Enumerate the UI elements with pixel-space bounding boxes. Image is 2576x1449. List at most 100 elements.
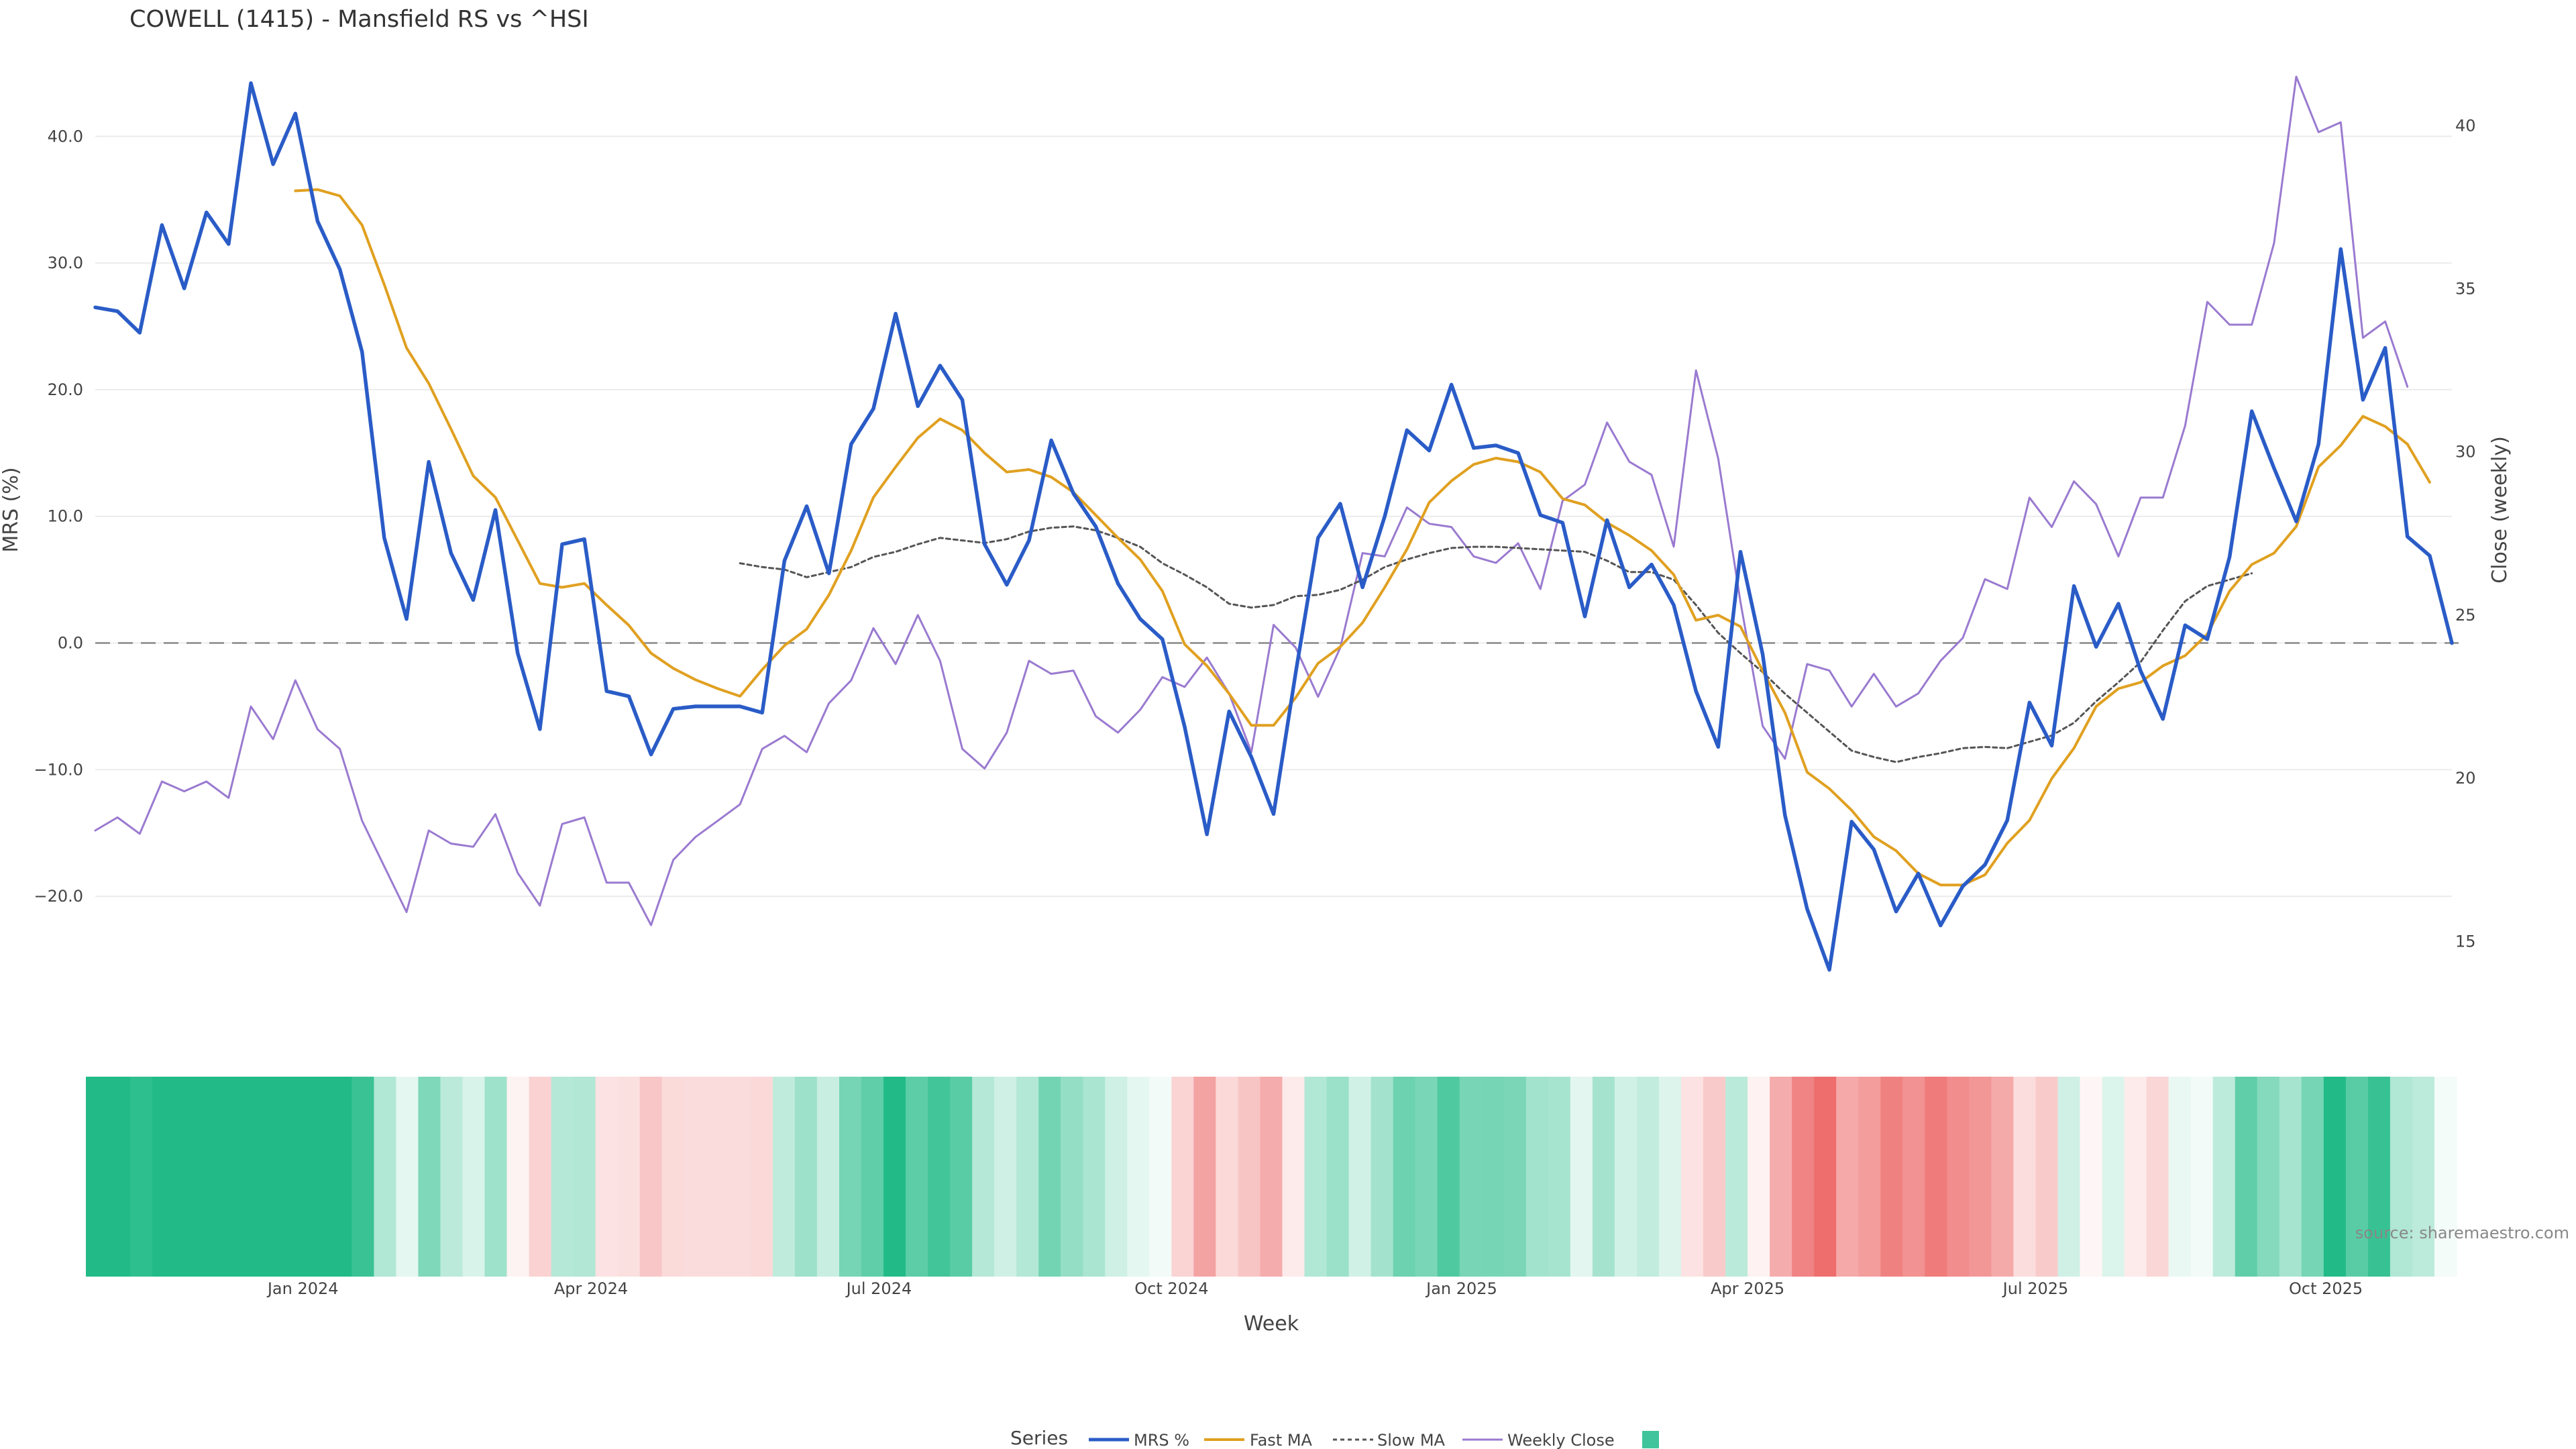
heat-strip-cell bbox=[1083, 1077, 1106, 1277]
heat-strip-cell bbox=[1038, 1077, 1061, 1277]
heat-strip-cell bbox=[1348, 1077, 1372, 1277]
heat-strip-cell bbox=[219, 1077, 241, 1277]
heat-strip-cell bbox=[883, 1077, 906, 1277]
heat-strip-cell bbox=[816, 1077, 840, 1277]
heat-strip-cell bbox=[617, 1077, 641, 1277]
heat-strip-cell bbox=[1637, 1077, 1660, 1277]
heat-strip-cell bbox=[1814, 1077, 1837, 1277]
mrs-heat-strip bbox=[86, 1077, 2457, 1277]
heat-strip-cell bbox=[506, 1077, 530, 1277]
heat-strip-cell bbox=[750, 1077, 773, 1277]
x-tick-label: Jan 2024 bbox=[266, 1279, 339, 1298]
right-tick-label: 30 bbox=[2455, 443, 2476, 462]
legend: Series MRS % Fast MA Slow MA Weekly Clos… bbox=[1010, 1427, 1659, 1449]
left-tick-label: 10.0 bbox=[48, 507, 83, 526]
y2-axis-title: Close (weekly) bbox=[2488, 436, 2512, 584]
chart-title: COWELL (1415) - Mansfield RS vs ^HSI bbox=[129, 6, 589, 33]
right-axis-ticks: 40 35 30 25 20 15 bbox=[2455, 116, 2476, 951]
heat-strip-cell bbox=[1393, 1077, 1416, 1277]
heat-strip-cell bbox=[2367, 1077, 2391, 1277]
heat-strip-cell bbox=[1503, 1077, 1527, 1277]
heat-strip-cell bbox=[108, 1077, 131, 1277]
heat-strip-cell bbox=[462, 1077, 486, 1277]
heat-strip-cell bbox=[1061, 1077, 1083, 1277]
x-axis-title: Week bbox=[1244, 1312, 1299, 1336]
heat-strip-cell bbox=[440, 1077, 464, 1277]
series-line-weekly-close bbox=[94, 75, 2409, 926]
heat-strip-cell bbox=[2124, 1077, 2147, 1277]
heat-strip-cell bbox=[1105, 1077, 1128, 1277]
heat-strip-cell bbox=[1016, 1077, 1039, 1277]
heat-strip-cell bbox=[950, 1077, 973, 1277]
heat-strip-cell bbox=[418, 1077, 441, 1277]
heat-strip-cell bbox=[1836, 1077, 1859, 1277]
series-lines bbox=[93, 75, 2454, 972]
heat-strip-cell bbox=[1216, 1077, 1239, 1277]
heat-strip-cell bbox=[1925, 1077, 1948, 1277]
heat-strip-cell bbox=[1969, 1077, 1992, 1277]
left-tick-label: −20.0 bbox=[34, 887, 83, 906]
heat-strip-cell bbox=[1525, 1077, 1549, 1277]
heat-strip-cell bbox=[2301, 1077, 2324, 1277]
source-label: source: sharemaestro.com bbox=[2355, 1224, 2569, 1242]
heat-strip-cell bbox=[1548, 1077, 1571, 1277]
heat-strip-cell bbox=[839, 1077, 862, 1277]
x-tick-label: Apr 2025 bbox=[1711, 1279, 1784, 1298]
heat-strip-cell bbox=[1326, 1077, 1350, 1277]
heat-strip-cell bbox=[1260, 1077, 1283, 1277]
heat-strip-cell bbox=[1193, 1077, 1217, 1277]
heat-strip-cell bbox=[484, 1077, 508, 1277]
heat-strip-cell bbox=[2146, 1077, 2169, 1277]
heat-strip-cell bbox=[1282, 1077, 1305, 1277]
heat-strip-cell bbox=[174, 1077, 197, 1277]
heat-strip-cell bbox=[728, 1077, 751, 1277]
heat-strip-cell bbox=[2390, 1077, 2413, 1277]
left-tick-label: 0.0 bbox=[58, 634, 83, 653]
x-tick-label: Apr 2024 bbox=[554, 1279, 628, 1298]
heat-strip-cell bbox=[1570, 1077, 1593, 1277]
heat-strip-cell bbox=[1770, 1077, 1792, 1277]
heat-strip-cell bbox=[1703, 1077, 1726, 1277]
heat-strip-cell bbox=[241, 1077, 264, 1277]
heat-strip-cell bbox=[2035, 1077, 2059, 1277]
heat-strip-cell bbox=[307, 1077, 331, 1277]
heat-strip-cell bbox=[661, 1077, 685, 1277]
heat-strip-cell bbox=[1437, 1077, 1460, 1277]
heat-strip-cell bbox=[1614, 1077, 1638, 1277]
heat-strip-cell bbox=[152, 1077, 175, 1277]
right-tick-label: 35 bbox=[2455, 280, 2476, 299]
heat-strip-cell bbox=[1880, 1077, 1904, 1277]
y-axis-title: MRS (%) bbox=[0, 467, 23, 552]
heat-strip-cell bbox=[130, 1077, 153, 1277]
heat-strip-cell bbox=[2102, 1077, 2125, 1277]
heat-strip-cell bbox=[1149, 1077, 1173, 1277]
legend-title: Series bbox=[1010, 1427, 1068, 1449]
heat-strip-cell bbox=[861, 1077, 884, 1277]
heat-strip-cell bbox=[2257, 1077, 2280, 1277]
heat-strip-cell bbox=[1659, 1077, 1682, 1277]
legend-swatch-heat-strip bbox=[1642, 1431, 1659, 1448]
x-tick-label: Oct 2025 bbox=[2289, 1279, 2363, 1298]
heat-strip-cell bbox=[529, 1077, 552, 1277]
series-line-fast-ma bbox=[294, 188, 2431, 887]
heat-strip-cell bbox=[928, 1077, 951, 1277]
left-tick-label: 30.0 bbox=[48, 254, 83, 272]
heat-strip-cell bbox=[1748, 1077, 1770, 1277]
legend-label-weekly-close: Weekly Close bbox=[1507, 1431, 1615, 1449]
heat-strip-cell bbox=[794, 1077, 818, 1277]
x-tick-label: Jul 2024 bbox=[845, 1279, 912, 1298]
heat-strip-cell bbox=[1947, 1077, 1970, 1277]
heat-strip-cell bbox=[2323, 1077, 2347, 1277]
heat-strip-cell bbox=[706, 1077, 729, 1277]
legend-label-fast-ma: Fast MA bbox=[1250, 1431, 1313, 1449]
heat-strip-cell bbox=[595, 1077, 619, 1277]
legend-label-slow-ma: Slow MA bbox=[1377, 1431, 1446, 1449]
heat-strip-cell bbox=[2057, 1077, 2081, 1277]
heat-strip-cell bbox=[1681, 1077, 1704, 1277]
heat-strip-cell bbox=[1371, 1077, 1394, 1277]
heat-strip-cell bbox=[86, 1077, 109, 1277]
heat-strip-cell bbox=[197, 1077, 219, 1277]
heat-strip-cell bbox=[1792, 1077, 1815, 1277]
heat-strip-cell bbox=[573, 1077, 596, 1277]
heat-strip-cell bbox=[285, 1077, 309, 1277]
